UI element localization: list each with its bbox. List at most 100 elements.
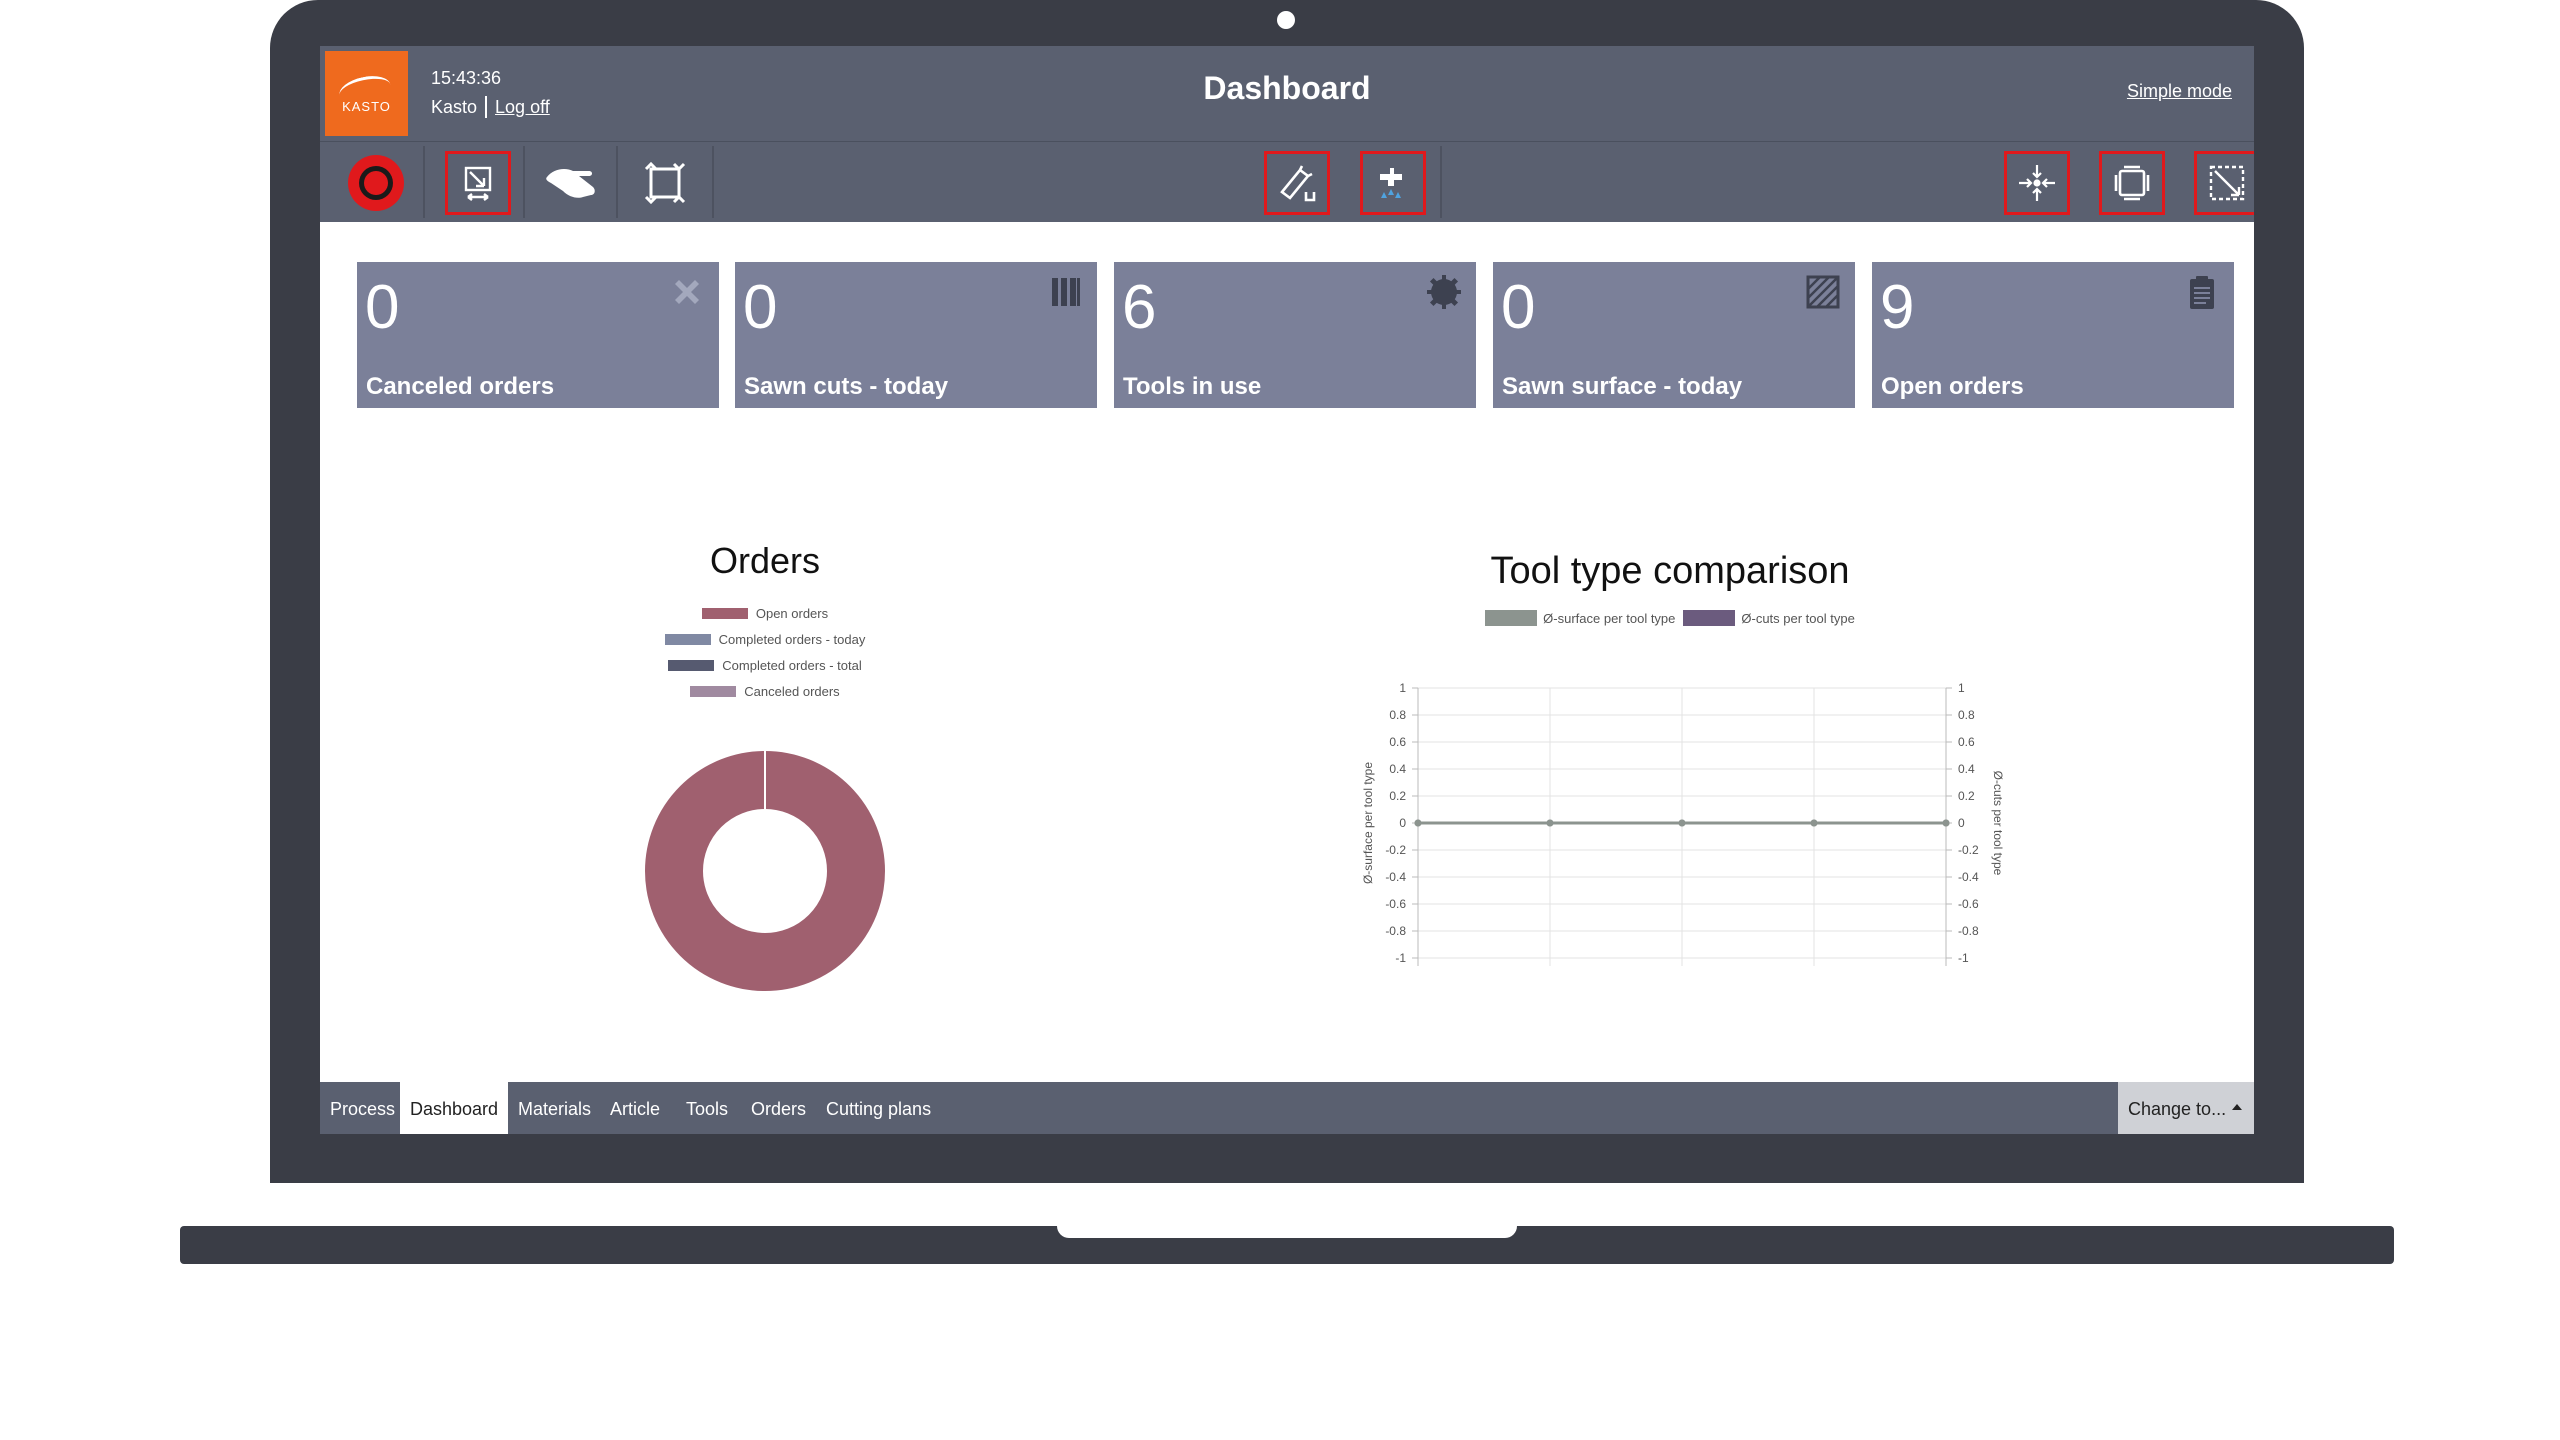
legend-label: Open orders (755, 606, 829, 621)
tab-cutting-plans[interactable]: Cutting plans (826, 1099, 932, 1119)
user-name: Kasto (431, 96, 478, 117)
orders-chart-title: Orders (709, 540, 821, 581)
camera-dot (1277, 11, 1295, 29)
tile-label: Open orders (1881, 373, 2024, 400)
diagonal-frame-icon (2209, 165, 2245, 201)
data-point[interactable] (1414, 819, 1422, 827)
change-to-dropdown[interactable]: Change to... (2118, 1082, 2254, 1134)
rotate-frame-button[interactable] (2099, 151, 2165, 215)
frame-arrows-icon (644, 161, 686, 205)
legend-swatch (701, 608, 748, 619)
tool-legend-item[interactable]: Ø-cuts per tool type (1683, 610, 1855, 626)
y-tick-label: 0.4 (1389, 762, 1406, 776)
user-line: Kasto Log off (431, 96, 550, 118)
board-arrow-button[interactable] (445, 151, 511, 215)
toolbar-separator (423, 146, 425, 218)
bottom-tab-bar: Process Dashboard Materials Article Tool… (320, 1082, 2254, 1134)
orders-legend-item[interactable]: Completed orders - today (565, 632, 965, 647)
orders-legend-item[interactable]: Completed orders - total (565, 658, 965, 673)
toolbar (320, 141, 2254, 222)
tab-orders[interactable]: Orders (751, 1099, 807, 1119)
logoff-link[interactable]: Log off (495, 96, 550, 117)
tab-article[interactable]: Article (610, 1099, 661, 1119)
user-separator (485, 96, 488, 118)
record-button[interactable] (343, 151, 409, 215)
hand-button[interactable] (538, 151, 604, 215)
tile-value: 9 (1880, 273, 1915, 342)
tab-dashboard[interactable]: Dashboard (400, 1082, 509, 1134)
y2-tick-label: 1 (1958, 681, 1965, 695)
tile-sawn-surface-today[interactable]: 0 Sawn surface - today (1493, 262, 1855, 408)
y-tick-label: 0 (1399, 816, 1406, 830)
y-tick-label: -0.8 (1385, 924, 1406, 938)
orders-legend-item[interactable]: Open orders (565, 606, 965, 621)
hatched-square-icon (1806, 275, 1840, 309)
tool-chart-title: Tool type comparison (1490, 550, 1850, 592)
simple-mode-link[interactable]: Simple mode (2126, 81, 2232, 101)
change-to-label: Change to... (2128, 1099, 2227, 1119)
legend-label: Completed orders - today (718, 632, 866, 647)
y-tick-label: 0.6 (1389, 735, 1406, 749)
tile-sawn-cuts-today[interactable]: 0 Sawn cuts - today (735, 262, 1097, 408)
tab-process[interactable]: Process (330, 1099, 396, 1119)
board-arrow-icon (464, 166, 492, 201)
tile-canceled-orders[interactable]: 0 Canceled orders (357, 262, 719, 408)
data-point[interactable] (1678, 819, 1686, 827)
data-point[interactable] (1942, 819, 1950, 827)
data-point[interactable] (1546, 819, 1554, 827)
coolant-icon (1380, 168, 1402, 198)
legend-swatch (1683, 610, 1736, 626)
coolant-button[interactable] (1360, 151, 1426, 215)
clipboard-icon (2190, 276, 2214, 309)
record-icon (348, 155, 404, 211)
tile-label: Tools in use (1123, 373, 1262, 400)
y2-axis-label: Ø-cuts per tool type (1991, 771, 2005, 876)
y2-tick-label: 0.2 (1958, 789, 1975, 803)
saw-blade-icon (1427, 275, 1461, 309)
data-point[interactable] (1810, 819, 1818, 827)
y-tick-label: 0.2 (1389, 789, 1406, 803)
y2-tick-label: 0 (1958, 816, 1965, 830)
caret-up-icon (2232, 1104, 2242, 1110)
tile-value: 0 (365, 273, 400, 342)
clock: 15:43:36 (431, 68, 502, 88)
tile-label: Canceled orders (366, 373, 555, 400)
bars-icon (1052, 278, 1080, 306)
page-title: Dashboard (1203, 70, 1371, 106)
tab-materials[interactable]: Materials (518, 1099, 592, 1119)
y-tick-label: -0.4 (1385, 870, 1406, 884)
legend-swatch (1485, 610, 1538, 626)
center-arrows-icon (2019, 165, 2055, 201)
tile-value: 6 (1122, 273, 1157, 342)
center-arrows-button[interactable] (2004, 151, 2070, 215)
y-tick-label: -1 (1395, 951, 1406, 965)
tool-chart-legend: Ø-surface per tool type Ø-cuts per tool … (1320, 610, 2020, 626)
y-tick-label: -0.2 (1385, 843, 1406, 857)
orders-donut-chart (645, 751, 885, 991)
legend-swatch (690, 686, 737, 697)
y2-tick-label: 0.8 (1958, 708, 1975, 722)
laptop-notch (1057, 1226, 1517, 1238)
y-axis-label: Ø-surface per tool type (1361, 762, 1375, 884)
screen: KASTO 15:43:36 Kasto Log off Dashboard S… (320, 46, 2254, 1134)
hand-icon (546, 169, 595, 198)
diagonal-frame-button[interactable] (2194, 151, 2254, 215)
tool-legend-item[interactable]: Ø-surface per tool type (1485, 610, 1675, 626)
frame-arrows-button[interactable] (632, 151, 698, 215)
toolbar-separator (712, 146, 714, 218)
legend-label: Canceled orders (744, 684, 840, 699)
y-tick-label: -0.6 (1385, 897, 1406, 911)
saw-button[interactable] (1264, 151, 1330, 215)
y2-tick-label: -0.2 (1958, 843, 1979, 857)
y2-tick-label: -1 (1958, 951, 1969, 965)
kasto-logo: KASTO (325, 51, 408, 136)
toolbar-separator (616, 146, 618, 218)
tile-label: Sawn cuts - today (744, 373, 949, 400)
logo-text: KASTO (342, 99, 391, 114)
tab-tools[interactable]: Tools (686, 1099, 729, 1119)
app-header: KASTO 15:43:36 Kasto Log off Dashboard S… (320, 46, 2254, 141)
tile-open-orders[interactable]: 9 Open orders (1872, 262, 2234, 408)
orders-legend-item[interactable]: Canceled orders (565, 684, 965, 699)
legend-swatch (664, 634, 711, 645)
tile-tools-in-use[interactable]: 6 Tools in use (1114, 262, 1476, 408)
